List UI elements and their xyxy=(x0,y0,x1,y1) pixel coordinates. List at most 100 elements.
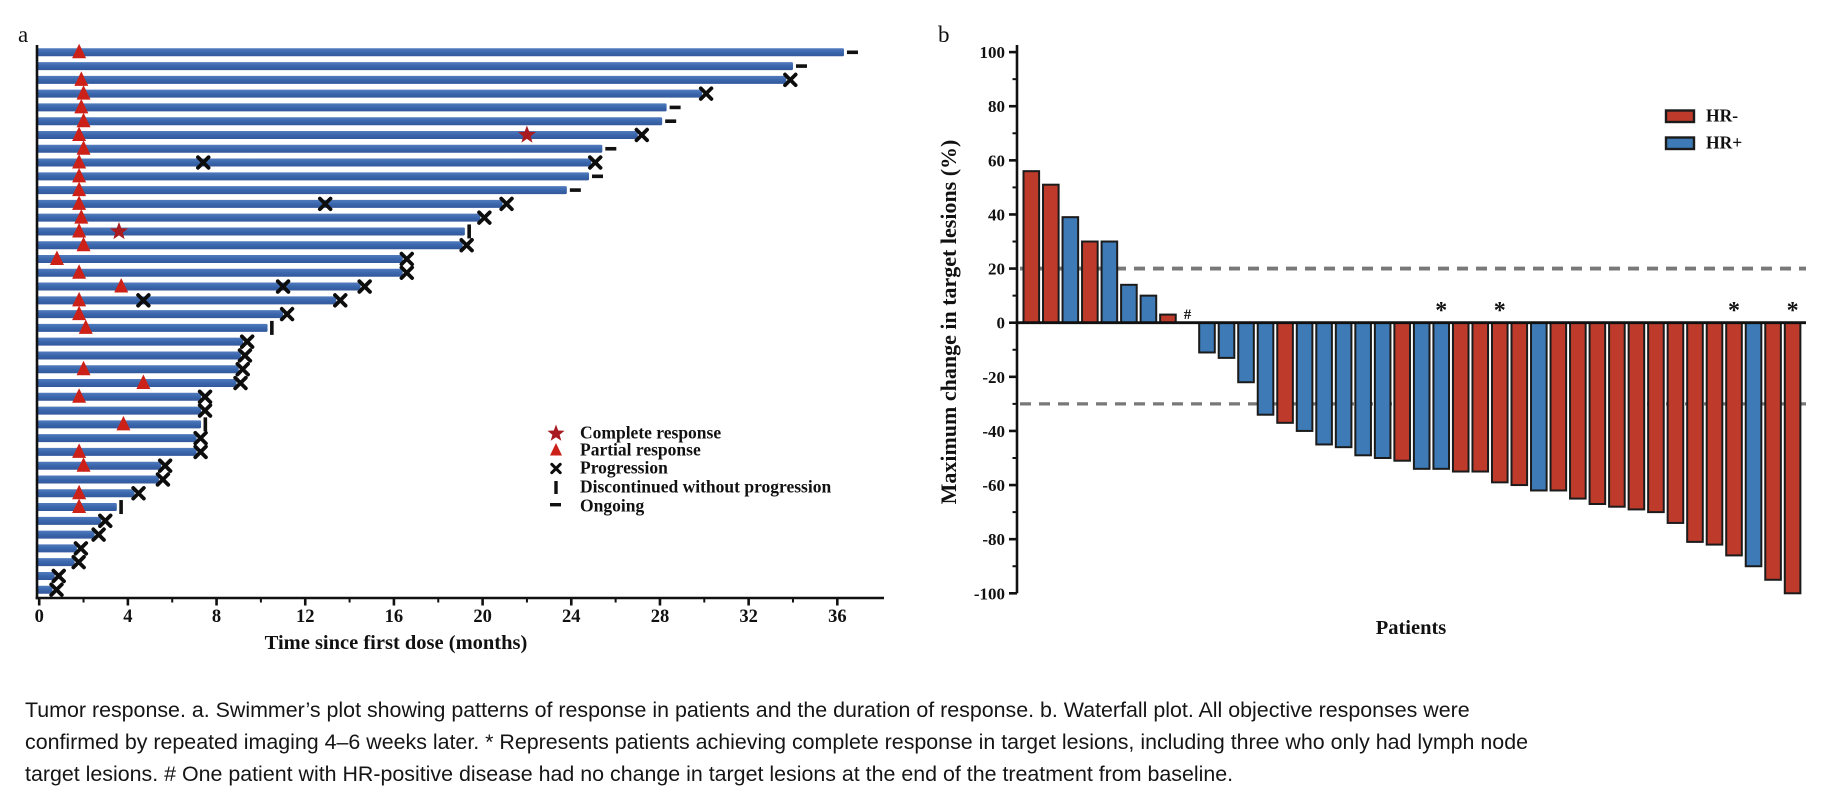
partial-response-triangle-icon xyxy=(72,484,87,500)
progression-x-icon xyxy=(157,458,173,473)
progression-x-icon xyxy=(197,403,213,418)
partial-response-triangle-icon xyxy=(74,98,89,114)
progression-x-icon xyxy=(51,568,66,584)
swimmer-bar xyxy=(37,296,337,305)
legend-dash-icon xyxy=(550,503,561,507)
progression-x-icon xyxy=(239,334,255,349)
waterfall-bar xyxy=(1569,321,1587,500)
complete-response-asterisk: * xyxy=(1435,298,1447,324)
panel-b-letter: b xyxy=(938,22,950,47)
partial-response-triangle-icon xyxy=(72,222,87,238)
x-axis-tick-label: 36 xyxy=(828,607,847,627)
swimmer-bar xyxy=(37,323,268,332)
y-axis-tick-label: -80 xyxy=(982,530,1005,549)
panel-a-letter: a xyxy=(18,22,28,47)
swimmer-bar xyxy=(37,144,603,153)
partial-response-triangle-icon xyxy=(78,319,93,334)
swimmer-bar xyxy=(37,337,244,346)
progression-x-icon xyxy=(279,306,295,322)
ongoing-dash-icon xyxy=(569,188,581,192)
waterfall-bar xyxy=(1256,321,1275,416)
swimmer-bar xyxy=(37,379,237,388)
discontinued-bar-icon xyxy=(467,224,471,239)
x-axis-tick-label: 28 xyxy=(651,607,670,627)
swimmer-bar xyxy=(37,544,77,553)
progression-x-icon xyxy=(235,362,250,377)
progression-x-icon xyxy=(399,251,414,267)
progression-x-icon xyxy=(477,210,492,225)
progression-x-icon xyxy=(333,293,348,308)
complete-response-asterisk: * xyxy=(1787,298,1799,324)
ongoing-dash-icon xyxy=(605,146,617,151)
waterfall-plot: b # * * * * 100 80 60 40 20 0 -20 -40 -60 -80 -100 HR- HR… xyxy=(936,22,1806,639)
partial-response-triangle-icon xyxy=(72,154,87,169)
waterfall-bar xyxy=(1744,321,1763,568)
partial-response-triangle-icon xyxy=(76,140,91,155)
complete-response-asterisk: * xyxy=(1494,298,1506,324)
swimmer-bar xyxy=(37,75,787,84)
ongoing-dash-icon xyxy=(592,174,604,179)
waterfall-bar xyxy=(1490,321,1509,484)
ongoing-dash-icon xyxy=(665,119,677,123)
progression-x-icon xyxy=(275,279,291,294)
legend-x-icon xyxy=(550,462,562,475)
partial-response-triangle-icon xyxy=(76,112,91,128)
discontinued-bar-icon xyxy=(203,417,208,432)
legend-label: HR- xyxy=(1706,106,1738,126)
waterfall-bar xyxy=(1042,183,1060,324)
waterfall-bar xyxy=(1354,321,1372,457)
partial-response-triangle-icon xyxy=(76,85,91,100)
waterfall-bar xyxy=(1451,321,1470,473)
partial-response-triangle-icon xyxy=(74,71,89,86)
y-axis-tick-label: -20 xyxy=(982,368,1005,387)
progression-x-icon xyxy=(91,527,106,542)
waterfall-bar xyxy=(1608,321,1626,508)
partial-response-triangle-icon xyxy=(72,498,87,514)
ongoing-dash-icon xyxy=(669,105,681,110)
waterfall-bar xyxy=(1373,321,1392,460)
swimmer-bar xyxy=(37,365,239,374)
waterfall-bar xyxy=(1061,216,1080,324)
legend-star-icon xyxy=(547,424,565,441)
swimmer-bar xyxy=(37,585,53,594)
swimmer-bar xyxy=(37,351,241,360)
swimmer-bar xyxy=(37,447,197,456)
ongoing-dash-icon xyxy=(795,64,807,68)
legend-swatch-hrpos xyxy=(1664,136,1696,151)
progression-x-icon xyxy=(71,554,86,570)
waterfall-bar xyxy=(1217,321,1236,359)
partial-response-triangle-icon xyxy=(72,195,87,210)
progression-x-icon xyxy=(98,513,113,529)
partial-response-triangle-icon xyxy=(72,291,87,307)
waterfall-bar xyxy=(1686,321,1704,543)
waterfall-x-axis-title: Patients xyxy=(1376,617,1447,639)
progression-x-icon xyxy=(499,196,514,212)
partial-response-triangle-icon xyxy=(72,181,87,197)
swimmer-bar xyxy=(37,310,284,319)
partial-response-triangle-icon xyxy=(72,126,87,141)
swimmer-x-axis-title: Time since first dose (months) xyxy=(265,632,528,654)
progression-x-icon xyxy=(588,155,603,170)
waterfall-bar xyxy=(1237,321,1255,384)
y-axis-tick-label: -40 xyxy=(982,422,1005,441)
partial-response-triangle-icon xyxy=(136,374,151,390)
swimmer-bar xyxy=(37,516,102,525)
swimmer-bar xyxy=(37,213,481,222)
swimmer-bar xyxy=(37,558,75,567)
partial-response-triangle-icon xyxy=(116,415,131,431)
progression-x-icon xyxy=(131,486,146,501)
waterfall-bar xyxy=(1764,321,1782,581)
discontinued-bar-icon xyxy=(270,320,274,335)
progression-x-icon xyxy=(193,430,208,446)
y-axis-tick-label: 40 xyxy=(988,205,1005,224)
x-axis-tick-label: 4 xyxy=(123,607,132,627)
x-axis-tick-label: 8 xyxy=(212,607,221,627)
waterfall-bar xyxy=(1471,321,1490,473)
progression-x-icon xyxy=(237,348,253,363)
legend-label: Discontinued without progression xyxy=(580,477,831,497)
swimmer-bar xyxy=(37,461,162,470)
partial-response-triangle-icon xyxy=(72,167,87,183)
swimmer-bar xyxy=(37,434,197,443)
progression-x-icon xyxy=(49,582,64,597)
